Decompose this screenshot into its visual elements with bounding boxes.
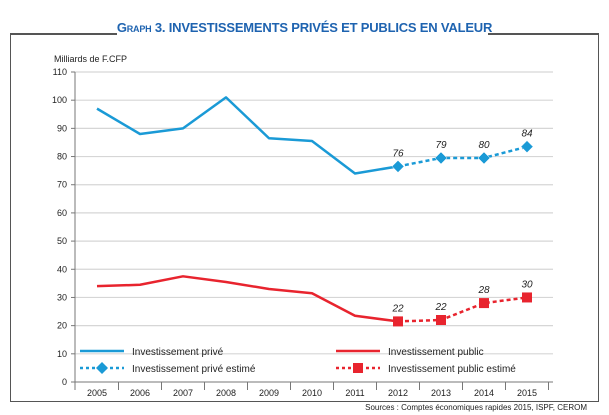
data-label: 80: [478, 140, 490, 151]
chart-frame: [10, 33, 599, 402]
data-point-square: [479, 298, 489, 309]
data-point-diamond: [520, 140, 534, 154]
y-tick-label: 10: [57, 349, 67, 359]
legend-label: Investissement public estimé: [388, 364, 516, 375]
x-tick-label: 2012: [388, 388, 408, 398]
y-tick-label: 50: [57, 236, 67, 246]
title-prefix: Graph: [116, 20, 152, 35]
legend-label: Investissement privé estimé: [132, 364, 256, 375]
title-text: 3. INVESTISSEMENTS PRIVÉS ET PUBLICS EN …: [154, 20, 493, 35]
y-tick-label: 80: [57, 152, 67, 162]
data-label: 22: [391, 303, 404, 314]
y-axis-label: Milliards de F.CFP: [54, 54, 128, 64]
y-tick-label: 90: [57, 123, 67, 133]
data-point-diamond: [477, 151, 491, 165]
data-point-square: [522, 292, 532, 303]
x-tick-label: 2015: [517, 388, 537, 398]
frame-top-right: [488, 33, 599, 35]
chart-title: Graph 3. INVESTISSEMENTS PRIVÉS ET PUBLI…: [0, 20, 609, 35]
data-label: 22: [434, 302, 447, 313]
y-tick-label: 60: [57, 208, 67, 218]
data-point-diamond: [391, 160, 405, 173]
y-tick-label: 70: [57, 180, 67, 190]
x-tick-label: 2014: [474, 388, 494, 398]
data-point-square: [393, 316, 403, 327]
x-tick-label: 2010: [302, 388, 322, 398]
data-label: 79: [435, 140, 447, 151]
series-line: [96, 96, 399, 175]
x-tick-label: 2005: [87, 388, 107, 398]
frame-top-left: [10, 33, 117, 35]
series-line: [397, 296, 528, 323]
y-tick-label: 110: [53, 67, 67, 77]
source-note: Sources : Comptes économiques rapides 20…: [365, 403, 587, 412]
x-tick-label: 2013: [431, 388, 451, 398]
data-point-diamond: [434, 151, 448, 165]
legend-marker-square: [353, 363, 363, 373]
x-tick-label: 2009: [259, 388, 279, 398]
y-tick-label: 100: [52, 95, 67, 105]
legend-label: Investissement public: [388, 347, 484, 358]
series-line: [397, 145, 528, 168]
data-point-square: [436, 315, 446, 325]
data-label: 28: [477, 285, 490, 296]
y-tick-label: 20: [57, 321, 67, 331]
data-label: 30: [521, 279, 533, 290]
x-tick-label: 2007: [173, 388, 193, 398]
legend-label: Investissement privé: [132, 347, 224, 358]
x-tick-label: 2006: [130, 388, 150, 398]
x-tick-label: 2008: [216, 388, 236, 398]
data-label: 84: [521, 129, 533, 140]
legend-marker-diamond: [96, 362, 108, 374]
y-tick-label: 40: [57, 264, 67, 274]
y-tick-label: 30: [57, 292, 67, 302]
data-label: 76: [392, 148, 404, 159]
y-tick-label: 0: [62, 377, 67, 387]
series-line: [96, 275, 399, 323]
x-tick-label: 2011: [345, 388, 364, 398]
